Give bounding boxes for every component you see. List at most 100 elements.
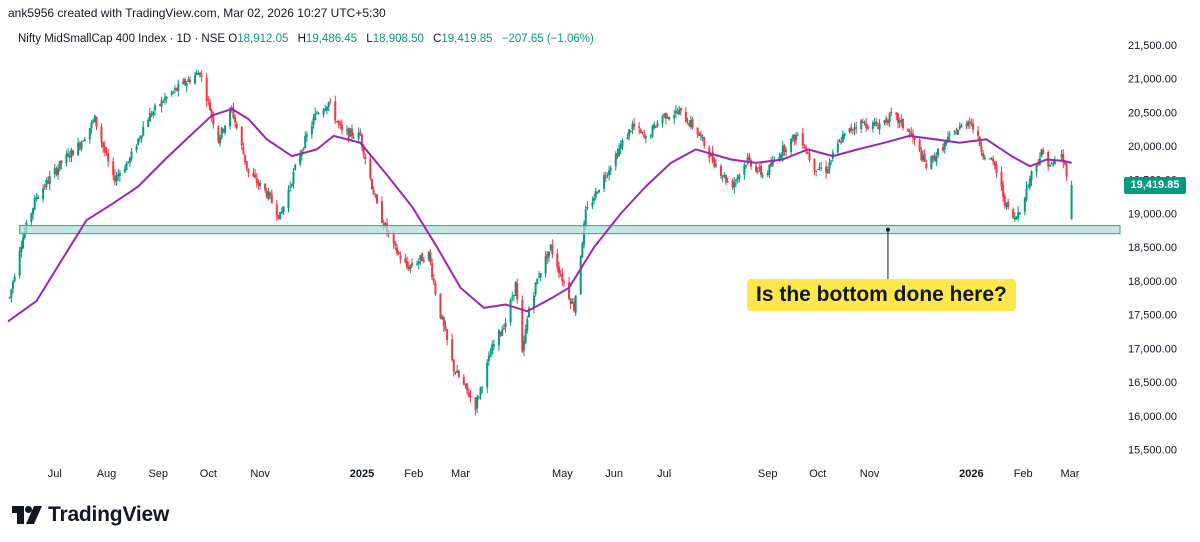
candle-body <box>476 396 479 409</box>
candle <box>673 109 676 125</box>
candle-body <box>349 129 352 137</box>
candle-body <box>947 136 950 141</box>
low-value: 18,908.50 <box>372 33 424 45</box>
candle-body <box>656 122 659 127</box>
candle-body <box>199 72 202 76</box>
candle <box>734 178 737 187</box>
candle-body <box>219 137 222 144</box>
tradingview-logo[interactable]: TradingView <box>12 503 169 527</box>
chart-credit: ank5956 created with TradingView.com, Ma… <box>8 6 386 20</box>
candle <box>422 257 425 264</box>
candle-body <box>47 180 50 184</box>
candle-body <box>638 126 641 129</box>
candle-body <box>785 150 788 152</box>
candle <box>738 173 741 183</box>
candle <box>417 258 420 270</box>
candle-body <box>574 295 577 313</box>
candle-body <box>618 148 621 156</box>
candle-body <box>57 168 60 176</box>
candle <box>723 172 726 179</box>
candle-body <box>270 194 273 204</box>
candle-body <box>886 120 889 124</box>
candle-body <box>689 120 692 128</box>
y-tick-label: 16,500.00 <box>1128 377 1177 389</box>
candle <box>10 288 13 303</box>
candle <box>117 168 120 182</box>
candle <box>701 134 704 142</box>
candle <box>948 130 951 141</box>
candle-body <box>980 146 983 152</box>
price-chart[interactable]: 21,500.0021,000.0020,500.0020,000.0019,5… <box>0 0 1200 500</box>
candle <box>497 329 500 352</box>
candle-body <box>614 154 617 167</box>
candle <box>641 131 644 135</box>
candle-body <box>439 293 442 319</box>
candle <box>745 164 748 169</box>
candle <box>828 158 831 174</box>
candle <box>674 105 677 118</box>
candle-body <box>13 276 16 282</box>
candle-body <box>569 298 572 305</box>
candle <box>569 297 572 310</box>
candle-body <box>990 158 993 160</box>
candle-body <box>1062 154 1065 163</box>
candle-body <box>559 274 562 276</box>
candle-body <box>967 122 970 127</box>
support-zone <box>19 225 1121 235</box>
candle-body <box>586 206 589 209</box>
candle <box>8 296 11 300</box>
candle-body <box>544 255 547 275</box>
close-value: 19,419.85 <box>441 33 493 45</box>
candle <box>222 128 225 134</box>
candle-body <box>609 168 612 171</box>
candle <box>766 170 769 177</box>
candle <box>853 122 856 136</box>
candle-body <box>661 116 664 124</box>
candle <box>1023 196 1026 216</box>
candle <box>479 386 482 400</box>
candle <box>427 250 430 262</box>
candle-body <box>943 142 946 150</box>
candle <box>269 191 272 200</box>
candle-body <box>1065 163 1068 177</box>
candle <box>259 179 262 190</box>
candle <box>726 177 729 184</box>
candle-body <box>679 107 682 111</box>
candle <box>255 172 258 188</box>
candle-body <box>547 251 550 257</box>
candle-body <box>780 154 783 159</box>
candle-body <box>305 134 308 137</box>
candle-body <box>232 107 235 118</box>
candle <box>512 294 515 302</box>
candle <box>604 171 607 183</box>
candle <box>1050 161 1053 165</box>
candle-body <box>212 115 215 125</box>
candle <box>724 174 727 186</box>
candle <box>760 162 763 178</box>
candle <box>666 113 669 120</box>
candle <box>411 258 414 268</box>
candle <box>990 157 993 161</box>
candle-body <box>853 127 856 130</box>
candle-body <box>937 148 940 156</box>
candle <box>995 161 998 178</box>
candle <box>750 158 753 170</box>
candle-body <box>322 109 325 115</box>
candle <box>369 154 372 181</box>
candle-body <box>866 126 869 129</box>
candle-body <box>147 119 150 128</box>
candle-body <box>269 192 272 195</box>
annotation-callout[interactable]: Is the bottom done here? <box>747 279 1016 311</box>
candle <box>58 160 61 172</box>
candle <box>244 154 247 165</box>
candle-body <box>335 121 338 123</box>
candle-body <box>818 167 821 169</box>
candle <box>18 247 21 279</box>
candle <box>234 114 237 128</box>
candle-body <box>30 213 33 223</box>
candle-body <box>117 174 120 177</box>
candle <box>526 315 529 334</box>
x-tick-label: Sep <box>148 468 168 480</box>
x-tick-label: Jun <box>605 468 623 480</box>
candle <box>88 127 91 144</box>
